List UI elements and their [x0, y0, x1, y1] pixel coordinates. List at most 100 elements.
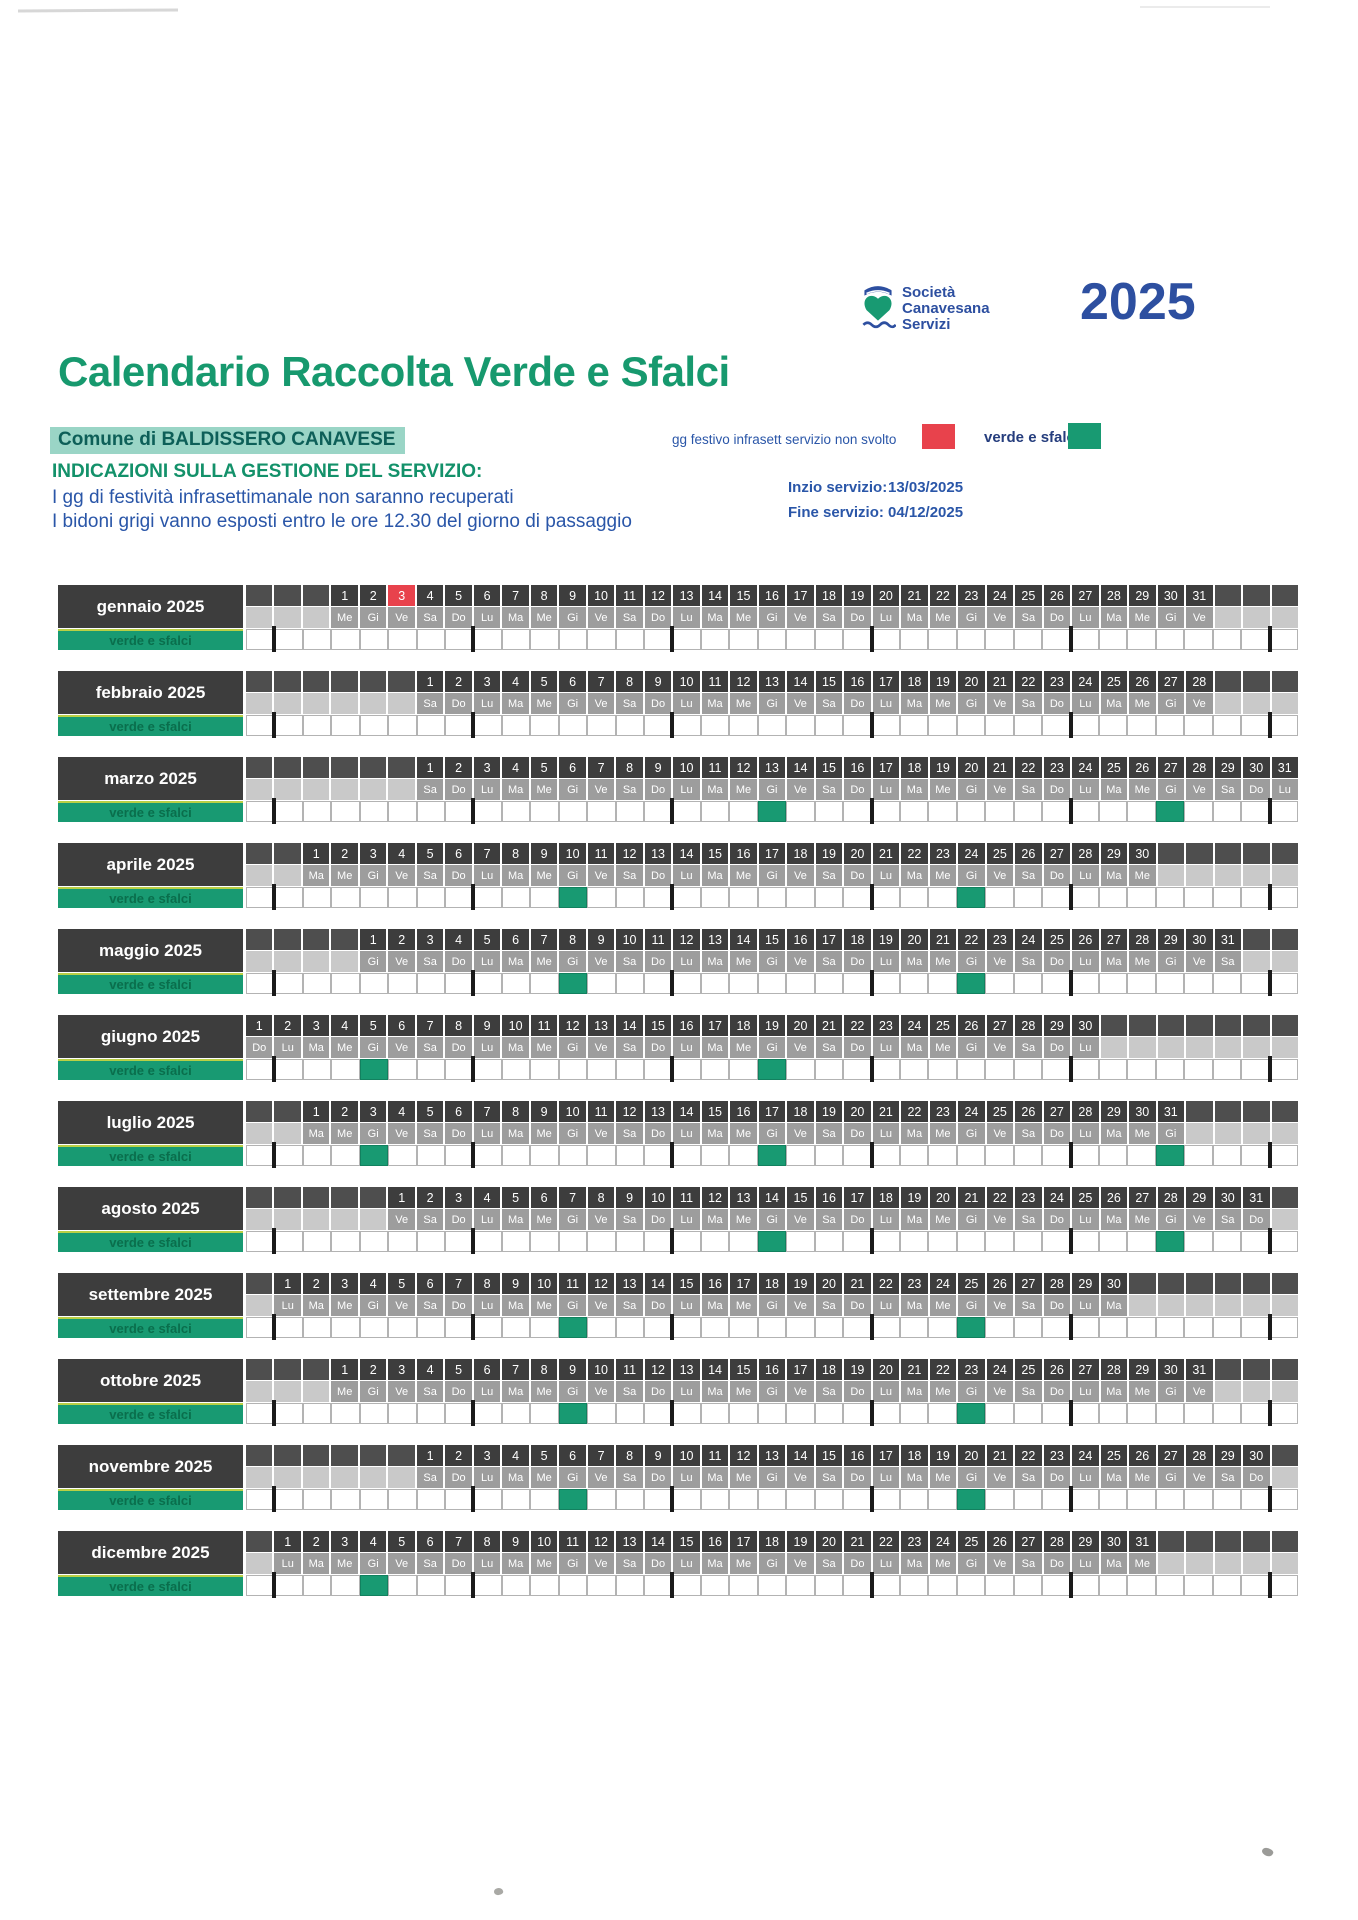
day-cell: 13	[758, 1445, 786, 1466]
day-cell: 1	[416, 671, 444, 692]
collection-cell	[814, 1403, 844, 1424]
weekday-cell: Ma	[302, 1123, 330, 1144]
day-cell: 22	[929, 1359, 957, 1380]
weekday-cell: Ma	[302, 1295, 330, 1316]
weekday-cell: Sa	[616, 779, 643, 800]
blank-weekday-cell	[359, 693, 387, 714]
day-number-row: 1 2 3 4 5 6 7 8 9 10 11 12 13 14 15 16 17 18 19 20 21 22 23 24 2…	[246, 671, 1298, 692]
collection-cell	[302, 887, 332, 908]
collection-cell	[1269, 1059, 1298, 1080]
day-cell: 26	[1043, 585, 1071, 606]
collection-day-cell	[1155, 1231, 1185, 1252]
collection-cell	[587, 801, 616, 822]
blank-weekday-cell	[246, 1295, 273, 1316]
collection-cell	[757, 887, 787, 908]
day-cell: 23	[958, 585, 985, 606]
day-cell: 17	[787, 585, 814, 606]
collection-cell	[1042, 629, 1071, 650]
blank-weekday-cell	[302, 779, 330, 800]
collection-cell	[359, 801, 389, 822]
blank-day-cell	[359, 671, 387, 692]
collection-cell	[843, 1145, 872, 1166]
collection-cell	[331, 1575, 360, 1596]
day-cell: 19	[844, 1359, 871, 1380]
day-cell: 23	[901, 1531, 928, 1552]
day-cell: 4	[388, 843, 415, 864]
weekday-cell: Me	[929, 1209, 957, 1230]
week-separator-tick	[869, 1400, 874, 1426]
collection-cell	[786, 973, 815, 994]
day-cell: 29	[1129, 1359, 1156, 1380]
collection-cell	[1098, 1231, 1128, 1252]
weekday-cell: Sa	[1015, 1467, 1042, 1488]
weekday-cell: Me	[730, 1381, 757, 1402]
collection-cell	[1155, 1489, 1185, 1510]
weekday-cell: Ma	[901, 693, 928, 714]
weekday-cell: Ma	[901, 951, 928, 972]
day-cell: 28	[1157, 1187, 1185, 1208]
blank-day-cell	[1271, 843, 1298, 864]
day-cell: 5	[502, 1187, 529, 1208]
day-cell: 5	[416, 843, 444, 864]
day-cell: 13	[758, 757, 786, 778]
month-marzo: marzo 2025 verde e sfalci 1 2 3 4 5 6 7 8 9 10 11 12 1…	[58, 757, 1300, 824]
weekday-cell: Do	[1043, 693, 1071, 714]
blank-weekday-cell	[1243, 1123, 1270, 1144]
blank-day-cell	[1243, 1359, 1270, 1380]
collection-row-label: verde e sfalci	[58, 1575, 243, 1596]
blank-weekday-cell	[1243, 865, 1270, 886]
blank-weekday-cell	[1186, 1123, 1213, 1144]
day-cell: 4	[445, 929, 472, 950]
weekday-cell: Ma	[701, 1295, 729, 1316]
weekday-cell: Ma	[302, 865, 330, 886]
weekday-cell: Me	[929, 1381, 957, 1402]
collection-cell	[843, 973, 872, 994]
weekday-cell: Lu	[872, 865, 900, 886]
weekday-cell: Me	[929, 1295, 957, 1316]
week-separator-tick	[471, 1056, 476, 1082]
blank-day-cell	[331, 671, 358, 692]
day-cell: 1	[359, 929, 387, 950]
collection-cell	[501, 973, 531, 994]
weekday-cell: Lu	[673, 951, 700, 972]
weekday-cell: Gi	[1157, 693, 1185, 714]
weekday-cell: Ve	[388, 1553, 415, 1574]
week-separator-tick	[869, 1228, 874, 1254]
week-separator-tick	[471, 884, 476, 910]
collection-cell	[1013, 887, 1043, 908]
day-cell: 12	[587, 1531, 615, 1552]
blank-weekday-cell	[388, 1467, 415, 1488]
collection-cell	[644, 629, 673, 650]
blank-weekday-cell	[1243, 951, 1270, 972]
collection-cell	[1098, 1489, 1128, 1510]
day-cell: 16	[730, 843, 757, 864]
blank-day-cell	[331, 1445, 358, 1466]
day-cell: 22	[844, 1015, 871, 1036]
collection-cell	[1241, 1489, 1270, 1510]
blank-day-cell	[246, 1445, 273, 1466]
collection-cell	[700, 1231, 730, 1252]
blank-weekday-cell	[1271, 1553, 1298, 1574]
day-cell: 4	[473, 1187, 501, 1208]
collection-row-label: verde e sfalci	[58, 1403, 243, 1424]
day-cell: 27	[1072, 585, 1099, 606]
collection-cell	[388, 1403, 417, 1424]
scan-artifact-line	[1140, 6, 1270, 8]
collection-cell	[501, 629, 531, 650]
collection-cell	[1269, 1317, 1298, 1338]
day-cell: 13	[616, 1273, 643, 1294]
blank-day-cell	[302, 1359, 330, 1380]
collection-cell	[928, 715, 957, 736]
blank-day-cell	[1243, 585, 1270, 606]
day-cell: 6	[502, 929, 529, 950]
collection-cell	[1269, 1489, 1298, 1510]
weekday-cell: Sa	[616, 1381, 643, 1402]
collection-cell	[843, 801, 872, 822]
weekday-cell: Me	[530, 1295, 558, 1316]
collection-cell	[587, 1059, 616, 1080]
collection-cell	[1042, 801, 1071, 822]
day-cell: 26	[1129, 757, 1156, 778]
legend-holiday-label: gg festivo infrasett servizio non svolto	[672, 432, 897, 447]
day-cell: 17	[701, 1015, 729, 1036]
